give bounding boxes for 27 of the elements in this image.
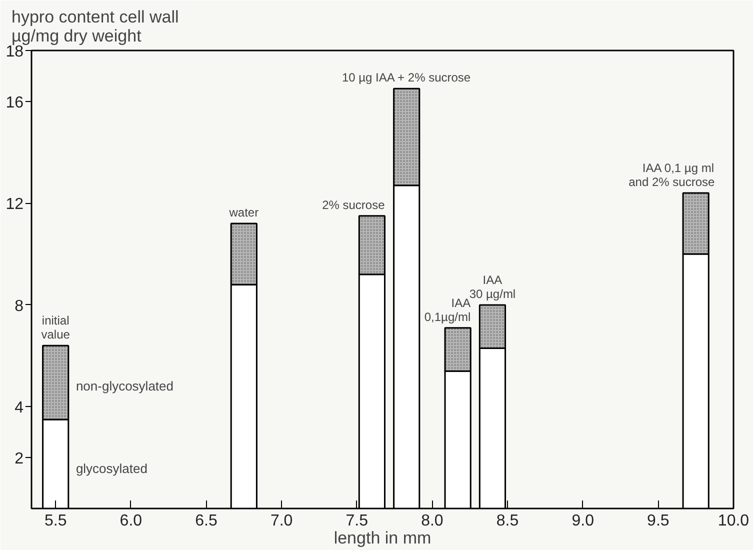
x-tick-label: 7.5	[346, 512, 368, 530]
y-axis-title: hypro content cell wall µg/mg dry weight	[12, 8, 179, 46]
y-tick-label: 16	[6, 94, 24, 112]
x-tick-label: 10.0	[718, 512, 750, 530]
annotation: 10 µg IAA + 2% sucrose	[342, 70, 471, 85]
y-tick-label: 12	[6, 196, 24, 214]
x-tick-label: 6.5	[195, 512, 218, 530]
series-label: glycosylated	[76, 460, 148, 476]
y-tick-label: 2	[14, 450, 24, 468]
x-tick-label: 8.5	[496, 512, 519, 530]
annotation: IAA 30 µg/ml	[469, 272, 516, 301]
x-axis-title: length in mm	[334, 528, 432, 548]
y-tick-label: 18	[6, 44, 24, 60]
annotation: IAA 0,1µg/ml	[424, 296, 471, 324]
y-tick-label: 8	[14, 298, 24, 315]
annotation: water	[228, 206, 259, 220]
x-tick-label: 5.5	[44, 512, 67, 530]
x-tick-label: 7.0	[270, 512, 293, 530]
x-tick-label: 8.0	[421, 512, 444, 530]
annotation: IAA 0,1 µg ml and 2% sucrose	[628, 160, 715, 189]
y-tick-label: 4	[14, 400, 24, 417]
x-tick-label: 9.5	[647, 512, 670, 530]
series-label: non-glycosylated	[76, 378, 174, 394]
annotation: 2% sucrose	[322, 198, 386, 212]
annotation: initial value	[41, 314, 70, 342]
x-tick-label: 6.0	[120, 512, 142, 530]
x-tick-label: 9.0	[572, 512, 594, 530]
